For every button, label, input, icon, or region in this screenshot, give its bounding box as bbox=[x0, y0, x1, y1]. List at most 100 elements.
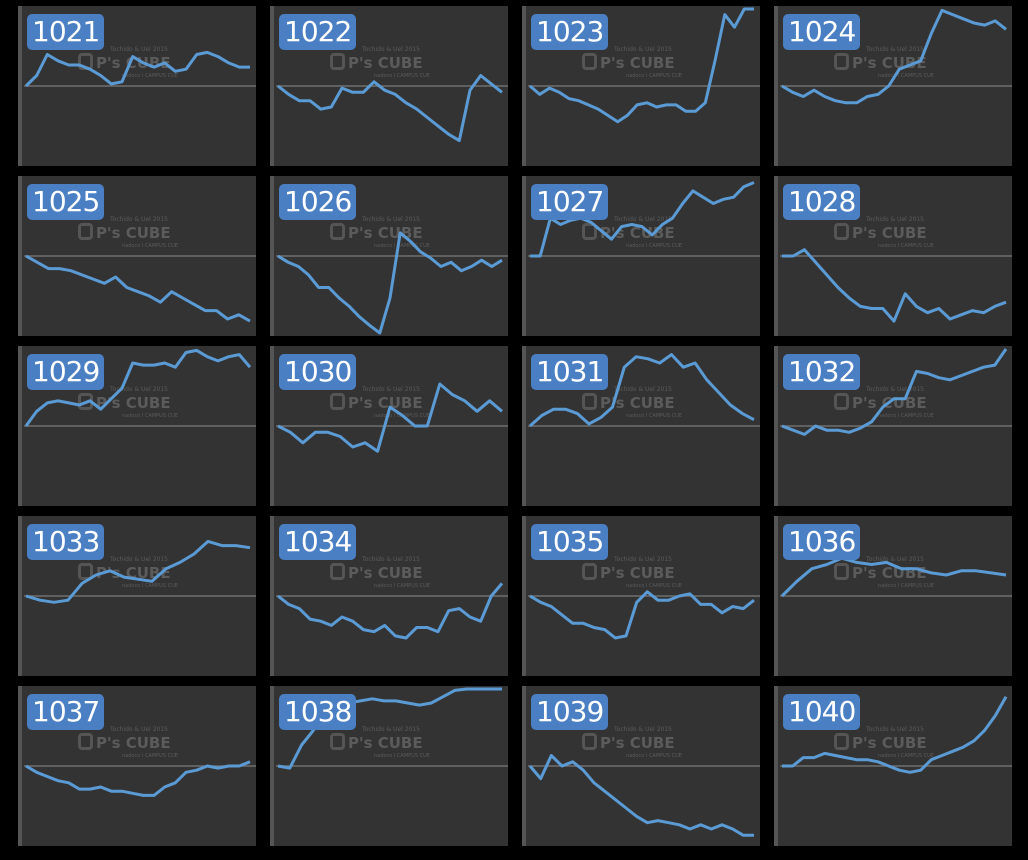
series-line bbox=[529, 7, 754, 124]
line-plot bbox=[780, 695, 1012, 774]
watermark-text: Tochido & Uel 2015 bbox=[110, 386, 168, 393]
watermark: Tochido & Uel 2015 P's CUBE nadoco I CAMPU… bbox=[582, 386, 702, 422]
cube-logo-icon bbox=[582, 393, 597, 410]
chart-panel: Tochido & Uel 2015 P's CUBE nadoco I CAMPU… bbox=[522, 6, 760, 166]
line-plot bbox=[528, 590, 760, 640]
line-plot bbox=[276, 231, 508, 335]
chart-panel: Tochido & Uel 2015 P's CUBE nadoco I CAMPU… bbox=[270, 346, 508, 506]
series-line bbox=[24, 50, 250, 88]
watermark-text: P's CUBE bbox=[852, 734, 927, 752]
line-plot bbox=[528, 754, 760, 837]
watermark-text: P's CUBE bbox=[600, 734, 675, 752]
watermark-text: Tochido & Uel 2015 bbox=[362, 386, 420, 393]
chart-panel: Tochido & Uel 2015 P's CUBE nadoco I CAMPU… bbox=[522, 176, 760, 336]
watermark-text: Tochido & Uel 2015 bbox=[614, 46, 672, 53]
watermark-text: nadoco I CAMPUS CUE bbox=[626, 413, 682, 419]
watermark-text: Tochido & Uel 2015 bbox=[362, 556, 420, 563]
cube-logo-icon bbox=[834, 563, 849, 580]
watermark: Tochido & Uel 2015 P's CUBE nadoco I CAMPU… bbox=[582, 726, 702, 762]
line-plot bbox=[780, 556, 1012, 598]
watermark-text: nadoco I CAMPUS CUE bbox=[878, 243, 934, 249]
watermark: Tochido & Uel 2015 P's CUBE nadoco I CAMPU… bbox=[78, 726, 198, 762]
watermark-text: Tochido & Uel 2015 bbox=[362, 46, 420, 53]
watermark-text: nadoco I CAMPUS CUE bbox=[878, 73, 934, 79]
cube-logo-icon bbox=[834, 53, 849, 70]
cube-logo-icon bbox=[582, 53, 597, 70]
series-line bbox=[277, 382, 503, 453]
series-line bbox=[529, 590, 755, 640]
watermark-text: Tochido & Uel 2015 bbox=[866, 46, 924, 53]
watermark-text: P's CUBE bbox=[600, 394, 675, 412]
cube-logo-icon bbox=[330, 223, 345, 240]
chart-panel: Tochido & Uel 2015 P's CUBE nadoco I CAMPU… bbox=[270, 686, 508, 846]
panel-left-border bbox=[270, 346, 274, 506]
watermark-text: Tochido & Uel 2015 bbox=[866, 386, 924, 393]
watermark-text: nadoco I CAMPUS CUE bbox=[374, 583, 430, 589]
series-line bbox=[277, 231, 503, 335]
watermark-text: Tochido & Uel 2015 bbox=[614, 216, 672, 223]
panel-left-border bbox=[522, 6, 526, 166]
cube-logo-icon bbox=[78, 563, 93, 580]
cube-logo-icon bbox=[582, 223, 597, 240]
watermark-text: nadoco I CAMPUS CUE bbox=[122, 753, 178, 759]
series-line bbox=[530, 181, 755, 258]
line-plot bbox=[24, 50, 256, 88]
panel-left-border bbox=[522, 686, 526, 846]
watermark-text: nadoco I CAMPUS CUE bbox=[626, 753, 682, 759]
watermark-text: Tochido & Uel 2015 bbox=[110, 46, 168, 53]
watermark-text: nadoco I CAMPUS CUE bbox=[878, 583, 934, 589]
watermark-text: Tochido & Uel 2015 bbox=[614, 556, 672, 563]
watermark-text: Tochido & Uel 2015 bbox=[614, 726, 672, 733]
panel-left-border bbox=[774, 516, 778, 676]
watermark-text: nadoco I CAMPUS CUE bbox=[878, 413, 934, 419]
watermark-text: nadoco I CAMPUS CUE bbox=[626, 73, 682, 79]
watermark-text: P's CUBE bbox=[348, 734, 423, 752]
panel-left-border bbox=[270, 686, 274, 846]
panel-left-border bbox=[18, 346, 22, 506]
series-line bbox=[277, 74, 503, 143]
watermark-text: nadoco I CAMPUS CUE bbox=[374, 243, 430, 249]
line-plot bbox=[24, 348, 256, 427]
series-line bbox=[24, 348, 252, 427]
watermark-text: P's CUBE bbox=[96, 394, 171, 412]
chart-title-badge: 1028 bbox=[783, 184, 861, 220]
panel-left-border bbox=[522, 516, 526, 676]
cube-logo-icon bbox=[78, 733, 93, 750]
watermark-text: nadoco I CAMPUS CUE bbox=[626, 583, 682, 589]
watermark-text: nadoco I CAMPUS CUE bbox=[122, 73, 178, 79]
series-line bbox=[529, 353, 755, 428]
cube-logo-icon bbox=[330, 733, 345, 750]
series-line bbox=[780, 556, 1007, 598]
watermark-text: Tochido & Uel 2015 bbox=[110, 216, 168, 223]
cube-logo-icon bbox=[834, 393, 849, 410]
series-line bbox=[782, 695, 1008, 774]
watermark-text: Tochido & Uel 2015 bbox=[362, 216, 420, 223]
chart-panel: Tochido & Uel 2015 P's CUBE nadoco I CAMPU… bbox=[270, 6, 508, 166]
chart-title-badge: 1033 bbox=[27, 524, 105, 560]
panel-left-border bbox=[18, 176, 22, 336]
line-plot bbox=[528, 353, 760, 428]
panel-left-border bbox=[522, 346, 526, 506]
watermark: Tochido & Uel 2015 P's CUBE nadoco I CAMPU… bbox=[78, 386, 198, 422]
line-plot bbox=[24, 760, 256, 797]
watermark-text: Tochido & Uel 2015 bbox=[866, 216, 924, 223]
line-plot bbox=[276, 582, 508, 640]
line-plot bbox=[780, 248, 1012, 323]
watermark-text: P's CUBE bbox=[600, 564, 675, 582]
cube-logo-icon bbox=[834, 223, 849, 240]
watermark: Tochido & Uel 2015 P's CUBE nadoco I CAMPU… bbox=[834, 726, 954, 762]
cube-logo-icon bbox=[582, 733, 597, 750]
line-plot bbox=[24, 254, 256, 323]
series-line bbox=[25, 760, 251, 797]
watermark-text: P's CUBE bbox=[96, 734, 171, 752]
panel-left-border bbox=[18, 516, 22, 676]
watermark: Tochido & Uel 2015 P's CUBE nadoco I CAMPU… bbox=[582, 556, 702, 592]
watermark-text: nadoco I CAMPUS CUE bbox=[374, 753, 430, 759]
series-line bbox=[25, 539, 251, 604]
cube-logo-icon bbox=[834, 733, 849, 750]
watermark-text: P's CUBE bbox=[348, 54, 423, 72]
series-line bbox=[25, 254, 251, 323]
watermark-text: P's CUBE bbox=[348, 564, 423, 582]
panel-left-border bbox=[774, 6, 778, 166]
